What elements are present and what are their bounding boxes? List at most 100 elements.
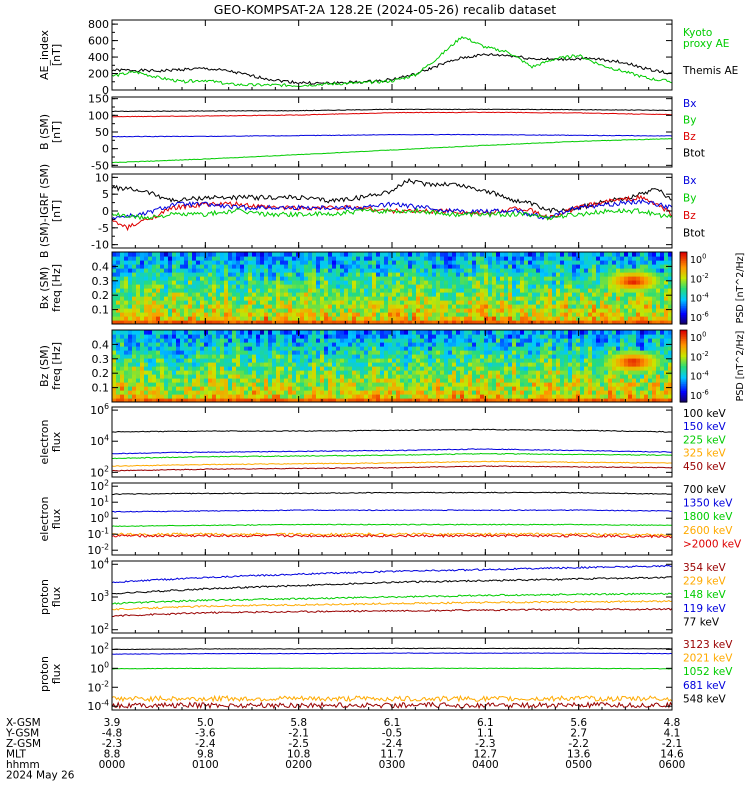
heatmap-cell [476, 292, 481, 297]
heatmap-cell [476, 304, 481, 309]
heatmap-cell [556, 374, 561, 379]
heatmap-cell [520, 382, 525, 387]
heatmap-cell [580, 378, 585, 383]
y-tick-label: 150 [88, 93, 109, 106]
heatmap-cell [200, 296, 205, 301]
heatmap-cell [436, 272, 441, 277]
heatmap-cell [500, 398, 505, 402]
heatmap-cell [144, 370, 149, 375]
heatmap-cell [236, 284, 241, 289]
heatmap-cell [432, 382, 437, 387]
heatmap-cell [392, 378, 397, 383]
heatmap-cell [232, 256, 237, 261]
heatmap-cell [152, 338, 157, 343]
heatmap-cell [408, 264, 413, 269]
heatmap-cell [252, 300, 257, 305]
heatmap-cell [548, 346, 553, 351]
heatmap-cell [432, 338, 437, 343]
heatmap-cell [320, 256, 325, 261]
heatmap-cell [372, 296, 377, 301]
heatmap-cell [568, 366, 573, 371]
heatmap-cell [644, 320, 649, 324]
heatmap-cell [280, 342, 285, 347]
heatmap-cell [352, 268, 357, 273]
heatmap-cell [152, 280, 157, 285]
heatmap-cell [140, 342, 145, 347]
heatmap-cell [388, 260, 393, 265]
heatmap-cell [152, 394, 157, 399]
heatmap-cell [440, 252, 445, 257]
heatmap-cell [392, 280, 397, 285]
heatmap-cell [528, 252, 533, 257]
heatmap-cell [464, 390, 469, 395]
heatmap-cell [292, 358, 297, 363]
heatmap-cell [116, 280, 121, 285]
heatmap-cell [460, 284, 465, 289]
heatmap-cell [152, 366, 157, 371]
heatmap-cell [116, 338, 121, 343]
heatmap-cell [428, 350, 433, 355]
heatmap-cell [116, 394, 121, 399]
heatmap-cell [396, 280, 401, 285]
heatmap-cell [488, 362, 493, 367]
heatmap-cell [128, 374, 133, 379]
heatmap-cell [496, 292, 501, 297]
heatmap-cell [452, 338, 457, 343]
heatmap-cell [292, 338, 297, 343]
heatmap-cell [260, 378, 265, 383]
heatmap-cell [500, 334, 505, 339]
heatmap-cell [180, 256, 185, 261]
heatmap-cell [308, 342, 313, 347]
heatmap-cell [200, 252, 205, 257]
heatmap-cell [228, 346, 233, 351]
heatmap-cell [212, 288, 217, 293]
heatmap-cell [252, 296, 257, 301]
heatmap-cell [116, 252, 121, 257]
heatmap-cell [428, 390, 433, 395]
heatmap-cell [552, 346, 557, 351]
heatmap-cell [516, 378, 521, 383]
heatmap-cell [564, 346, 569, 351]
heatmap-cell [308, 346, 313, 351]
heatmap-cell [192, 358, 197, 363]
heatmap-cell [448, 386, 453, 391]
heatmap-cell [168, 354, 173, 359]
heatmap-cell [556, 296, 561, 301]
heatmap-cell [204, 374, 209, 379]
heatmap-cell [148, 330, 153, 335]
heatmap-cell [232, 304, 237, 309]
heatmap-cell [432, 362, 437, 367]
heatmap-cell [496, 382, 501, 387]
heatmap-cell [396, 268, 401, 273]
heatmap-cell [628, 300, 633, 305]
heatmap-cell [644, 284, 649, 289]
heatmap-cell [424, 260, 429, 265]
heatmap-cell [304, 398, 309, 402]
heatmap-cell [136, 354, 141, 359]
heatmap-cell [504, 374, 509, 379]
heatmap-cell [552, 342, 557, 347]
heatmap-cell [620, 312, 625, 317]
heatmap-cell [380, 330, 385, 335]
heatmap-cell [272, 308, 277, 313]
heatmap-cell [412, 330, 417, 335]
colorbar-cell [680, 275, 687, 278]
heatmap-cell [224, 342, 229, 347]
heatmap-cell [200, 320, 205, 324]
heatmap-cell [540, 362, 545, 367]
heatmap-cell [464, 398, 469, 402]
heatmap-cell [200, 268, 205, 273]
heatmap-cell [532, 350, 537, 355]
heatmap-cell [448, 296, 453, 301]
heatmap-cell [272, 316, 277, 321]
heatmap-cell [532, 338, 537, 343]
heatmap-cell [564, 296, 569, 301]
heatmap-cell [452, 350, 457, 355]
heatmap-cell [124, 394, 129, 399]
heatmap-cell [172, 292, 177, 297]
heatmap-cell [284, 330, 289, 335]
heatmap-cell [372, 366, 377, 371]
y-tick-label: -50 [91, 159, 109, 172]
heatmap-cell [224, 308, 229, 313]
heatmap-cell [632, 272, 637, 277]
